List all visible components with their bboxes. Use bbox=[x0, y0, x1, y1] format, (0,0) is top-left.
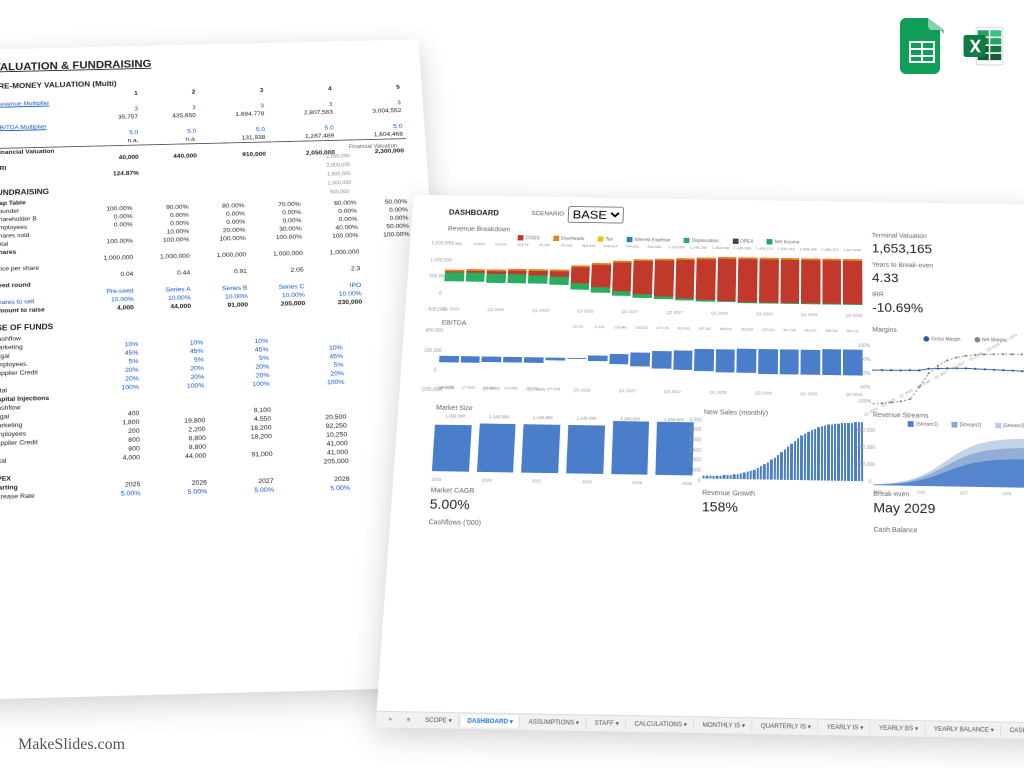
cashflows-tile: Cashflows ('000) bbox=[428, 519, 863, 535]
metrics-tile: Terminal Valuation 1,653,165 Years to Br… bbox=[872, 233, 1024, 323]
google-sheets-icon bbox=[900, 18, 944, 74]
scenario-select[interactable]: BASE bbox=[568, 206, 624, 224]
tab-staff[interactable]: STAFF ▾ bbox=[588, 718, 626, 730]
ebitda-tile: EBITDA 400,000200,0000(200,000) (80,395)… bbox=[437, 320, 863, 404]
revenue-streams-tile: Revenue Streams [Stream1][Stream2][Strea… bbox=[873, 412, 1024, 522]
sheet-title: VALUATION & FUNDRAISING bbox=[0, 52, 401, 74]
sheet-tabs[interactable]: + ≡ SCOPE ▾DASHBOARD ▾ASSUMPTIONS ▾STAFF… bbox=[375, 711, 1024, 740]
tab-calculations[interactable]: CALCULATIONS ▾ bbox=[628, 718, 694, 731]
tab-yearly-bs[interactable]: YEARLY BS ▾ bbox=[873, 722, 926, 734]
dashboard-sheet-card: DASHBOARD SCENARIO BASE Revenue Breakdow… bbox=[375, 195, 1024, 740]
sheets-menu-button[interactable]: ≡ bbox=[400, 715, 417, 726]
watermark: MakeSlides.com bbox=[18, 736, 125, 754]
financial-valuation-minichart: Financial Valuation 2,500,0002,000,0001,… bbox=[349, 142, 464, 199]
new-sales-tile: New Sales (monthly) 3,0002,5002,0001,500… bbox=[702, 409, 864, 518]
revenue-breakdown-tile: Revenue Breakdown COGSOverheadsTaxIntere… bbox=[442, 226, 862, 320]
tab-yearly-is[interactable]: YEARLY IS ▾ bbox=[820, 722, 870, 734]
tab-cashflow[interactable]: CASHFLOW ▾ bbox=[1003, 725, 1024, 737]
tab-scope[interactable]: SCOPE ▾ bbox=[418, 715, 459, 727]
market-size-tile: Market Size 1,091,0001,145,5501,145,5501… bbox=[429, 405, 694, 516]
tab-dashboard[interactable]: DASHBOARD ▾ bbox=[461, 715, 521, 727]
scenario-label: SCENARIO bbox=[531, 211, 564, 218]
tab-monthly-is[interactable]: MONTHLY IS ▾ bbox=[696, 719, 752, 731]
tab-assumptions[interactable]: ASSUMPTIONS ▾ bbox=[522, 716, 586, 728]
captable: Cap Table Founder100.00%90.00%80.00%70.0… bbox=[0, 190, 417, 316]
cash-balance-tile: Cash Balance bbox=[873, 526, 1024, 538]
margins-tile: Margins Gross MarginNet Margin 100%50%0%… bbox=[872, 327, 1024, 407]
tab-yearly-balance[interactable]: YEARLY BALANCE ▾ bbox=[927, 723, 1001, 736]
dashboard-header: DASHBOARD bbox=[449, 208, 499, 217]
app-icons bbox=[900, 18, 1006, 74]
useoffunds-table: CashflowMarketing10%10%10%Legal45%45%45%… bbox=[0, 325, 429, 502]
excel-icon bbox=[962, 18, 1006, 74]
add-sheet-button[interactable]: + bbox=[382, 714, 399, 725]
tab-quarterly-is[interactable]: QUARTERLY IS ▾ bbox=[754, 720, 818, 733]
